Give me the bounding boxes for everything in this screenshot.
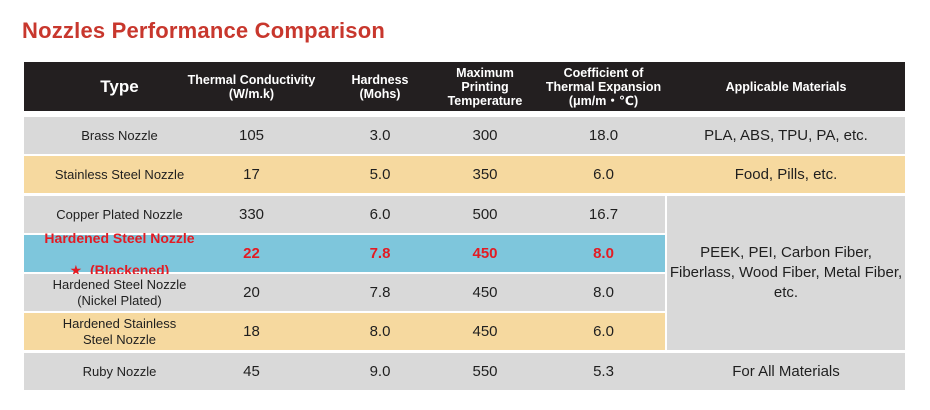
header-hardness: Hardness (Mohs) [351,72,409,101]
header-thermal-expansion: Coefficient of Thermal Expansion (μm/m・℃… [545,65,662,108]
hardness-value: 7.8 [369,245,391,262]
thermal-conductivity-value: 18 [243,323,260,340]
thermal-conductivity-value: 22 [243,245,260,262]
thermal-expansion-value: 16.7 [588,206,619,223]
max-temperature-value: 550 [472,363,498,380]
max-temperature-value: 450 [472,323,498,340]
nozzle-type-suffix: (Blackened) [89,261,170,278]
applicable-materials-value: Food, Pills, etc. [734,166,838,183]
thermal-conductivity-value: 20 [243,284,260,301]
star-icon: ★ [69,261,83,278]
table-row: Hardened Stainless Steel Nozzle 18 8.0 4… [24,313,665,350]
nozzle-type: Brass Nozzle [81,127,158,143]
header-applicable-materials: Applicable Materials [725,79,847,94]
header-max-temperature: Maximum Printing Temperature [447,65,523,108]
nozzle-type: Hardened Stainless Steel Nozzle [62,315,177,347]
table-row: Hardened Steel Nozzle (Nickel Plated) 20… [24,274,665,311]
comparison-table: Type Thermal Conductivity (W/m.k) Hardne… [24,62,905,390]
thermal-expansion-value: 6.0 [593,323,614,340]
page-title: Nozzles Performance Comparison [22,18,385,43]
thermal-conductivity-value: 105 [238,127,265,144]
thermal-conductivity-value: 330 [238,206,265,223]
table-row: Ruby Nozzle 45 9.0 550 5.3 For All Mater… [24,353,905,390]
max-temperature-value: 300 [472,127,498,144]
nozzle-type: Ruby Nozzle [82,363,157,379]
thermal-conductivity-value: 45 [243,363,260,380]
hardness-value: 6.0 [369,206,391,223]
table-header: Type Thermal Conductivity (W/m.k) Hardne… [24,62,905,111]
max-temperature-value: 500 [472,206,498,223]
hardness-value: 3.0 [369,127,391,144]
thermal-expansion-value: 8.0 [593,245,614,262]
nozzle-type-line1: Hardened Steel Nozzle [44,229,195,246]
hardness-value: 5.0 [369,166,391,183]
header-thermal-conductivity: Thermal Conductivity (W/m.k) [187,72,316,101]
hardness-value: 9.0 [369,363,391,380]
nozzle-type: Hardened Steel Nozzle ★ (Blackened) [24,230,215,278]
header-type: Type [100,76,139,96]
table-row-highlighted: Hardened Steel Nozzle ★ (Blackened) 22 7… [24,230,665,278]
max-temperature-value: 450 [472,245,498,262]
table-row: Copper Plated Nozzle 330 6.0 500 16.7 [24,196,665,233]
thermal-conductivity-value: 17 [243,166,260,183]
table-row: Stainless Steel Nozzle 17 5.0 350 6.0 Fo… [24,156,905,193]
thermal-expansion-value: 5.3 [593,363,614,380]
applicable-materials-value: PLA, ABS, TPU, PA, etc. [704,127,868,144]
hardness-value: 8.0 [369,323,391,340]
applicable-materials-value: For All Materials [732,363,840,380]
merged-applicable-materials: PEEK, PEI, Carbon Fiber, Fiberlass, Wood… [667,196,905,350]
table-row: Brass Nozzle 105 3.0 300 18.0 PLA, ABS, … [24,117,905,154]
max-temperature-value: 350 [472,166,498,183]
thermal-expansion-value: 8.0 [593,284,614,301]
thermal-expansion-value: 18.0 [588,127,619,144]
max-temperature-value: 450 [472,284,498,301]
nozzle-type-line2: ★ (Blackened) [44,262,194,278]
nozzle-type: Hardened Steel Nozzle (Nickel Plated) [52,276,187,308]
hardness-value: 7.8 [369,284,391,301]
thermal-expansion-value: 6.0 [593,166,614,183]
nozzle-type: Stainless Steel Nozzle [54,166,185,182]
nozzle-type: Copper Plated Nozzle [56,206,183,222]
